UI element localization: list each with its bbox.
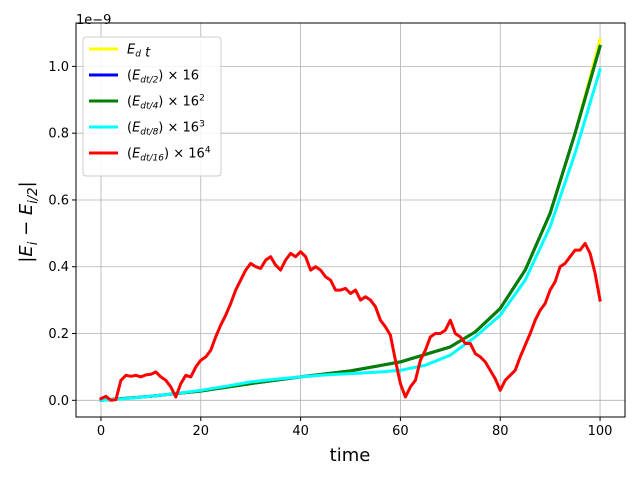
legend-label-e_d_t: Ed t bbox=[127, 43, 151, 61]
x-tick-label: 20 bbox=[192, 424, 209, 439]
y-axis-ticks: 0.0 0.2 0.4 0.6 0.8 1.0 bbox=[48, 60, 76, 409]
y-label-sub-1: i bbox=[26, 241, 41, 245]
y-label-sub-2: i/2 bbox=[26, 187, 41, 203]
grid-lines bbox=[76, 23, 625, 417]
x-tick-label: 0 bbox=[97, 424, 105, 439]
legend-box bbox=[82, 36, 222, 177]
y-label-part-3: | bbox=[16, 181, 37, 187]
y-tick-label: 0.8 bbox=[48, 127, 69, 142]
y-tick-label: 1.0 bbox=[48, 60, 69, 75]
y-tick-label: 0.4 bbox=[48, 260, 69, 275]
x-axis-label: time bbox=[330, 445, 371, 466]
x-tick-label: 40 bbox=[292, 424, 309, 439]
series-lines bbox=[99, 37, 602, 402]
series-line-e_dt8 bbox=[99, 67, 602, 402]
y-label-part-2: − E bbox=[16, 203, 37, 242]
y-axis-label: |Ei − Ei/2| bbox=[16, 181, 41, 262]
y-tick-label: 0.6 bbox=[48, 193, 69, 208]
legend-label-e_dt4: (Edt/4) × 162 bbox=[127, 94, 205, 112]
y-label-part-1: |E bbox=[16, 245, 37, 263]
y-axis-label-text: |Ei − Ei/2| bbox=[16, 181, 41, 262]
legend-label-e_dt16: (Edt/16) × 164 bbox=[127, 146, 211, 164]
y-tick-label: 0.2 bbox=[48, 327, 69, 342]
legend-label-e_dt2: (Edt/2) × 16 bbox=[127, 69, 199, 86]
x-tick-label: 60 bbox=[392, 424, 409, 439]
legend-items: Ed t (Edt/2) × 16 (Edt/4) × 162 (Edt/8) × 1… bbox=[89, 43, 211, 164]
x-tick-label: 100 bbox=[588, 424, 613, 439]
x-axis-ticks: 0 20 40 60 80 100 bbox=[97, 417, 613, 439]
series-line-e_dt16 bbox=[99, 241, 602, 402]
y-scale-exponent: 1e−9 bbox=[76, 13, 111, 28]
legend: Ed t (Edt/2) × 16 (Edt/4) × 162 (Edt/8) × 1… bbox=[82, 36, 222, 177]
legend-label-e_dt8: (Edt/8) × 163 bbox=[127, 120, 205, 138]
x-tick-label: 80 bbox=[492, 424, 509, 439]
plot-area-frame bbox=[75, 22, 626, 418]
y-tick-label: 0.0 bbox=[48, 394, 69, 409]
